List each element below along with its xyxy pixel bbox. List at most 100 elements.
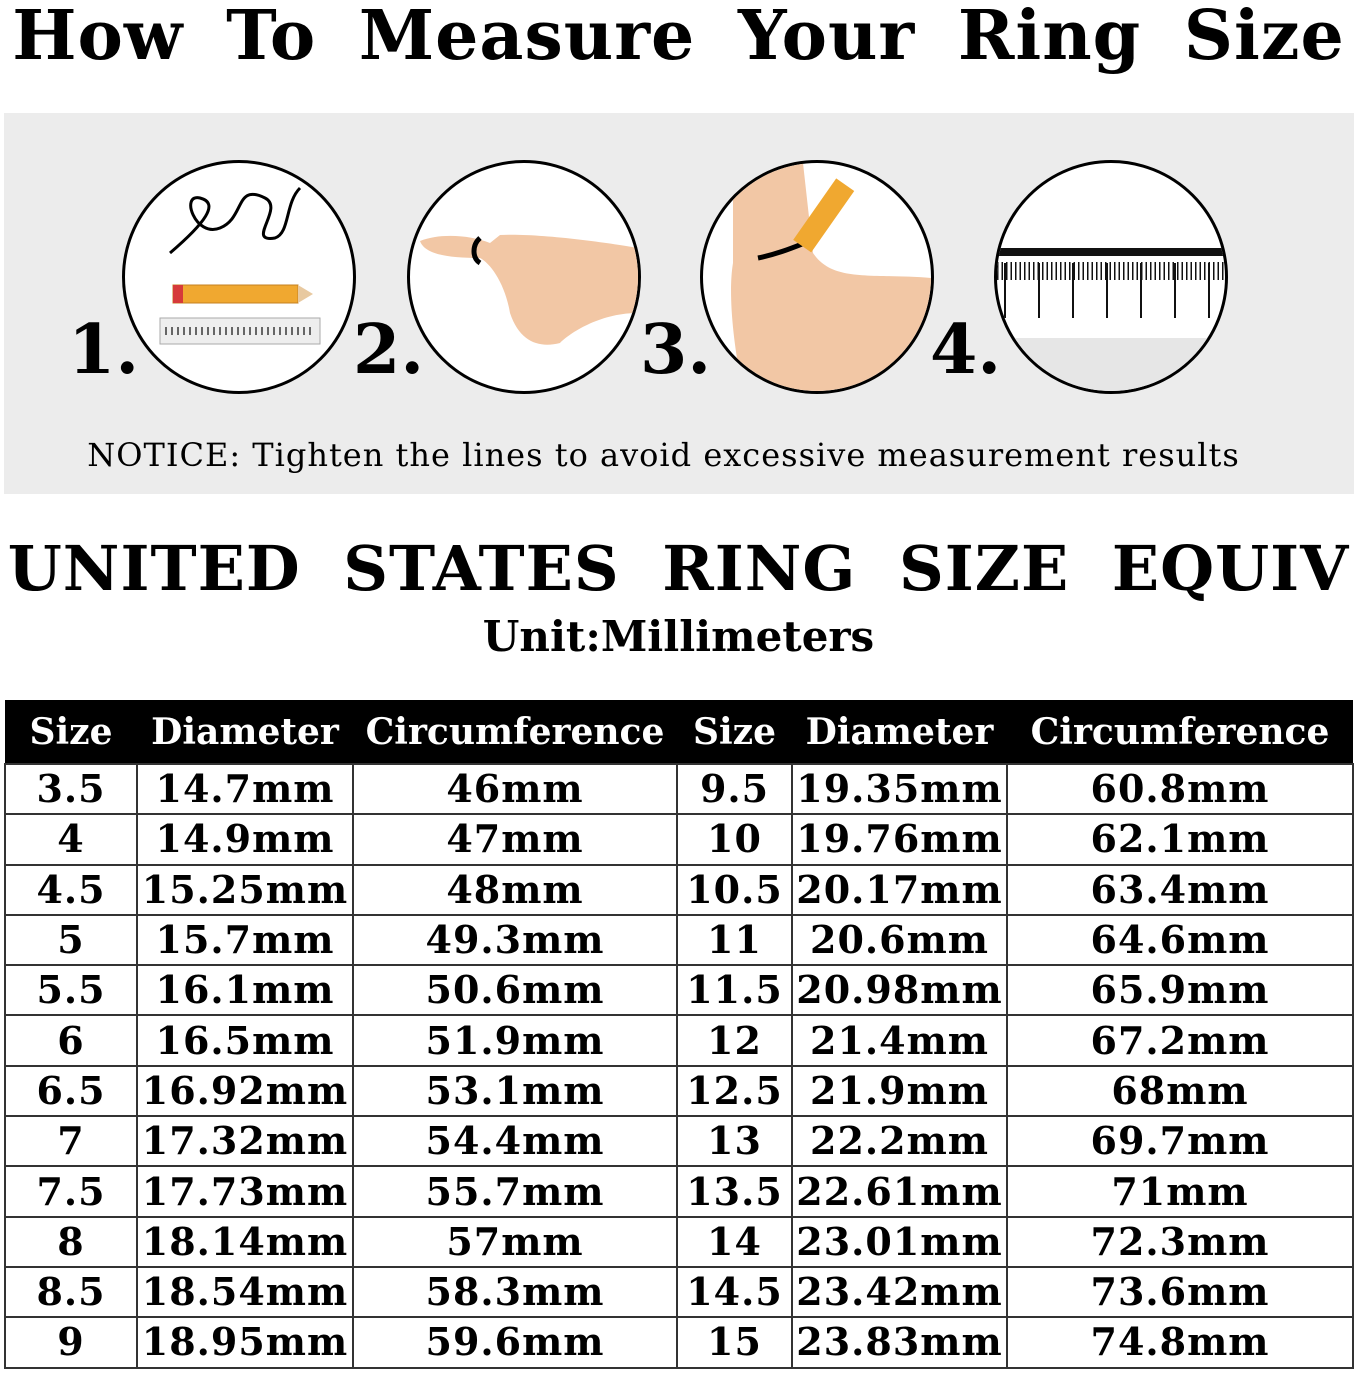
header-circumference: Circumference	[353, 700, 677, 764]
size-cell: 10.5	[676, 863, 793, 916]
circumference-cell: 65.9mm	[1006, 964, 1354, 1017]
circumference-cell: 60.8mm	[1006, 762, 1354, 816]
table-row: 7.5 17.73mm 55.7mm 13.5 22.61mm 71mm	[4, 1165, 1354, 1218]
header-diameter: Diameter	[137, 700, 353, 764]
header-size: Size	[5, 700, 137, 764]
circumference-cell: 51.9mm	[352, 1014, 678, 1067]
circumference-cell: 73.6mm	[1006, 1265, 1354, 1319]
page-title: How To Measure Your Ring Size	[12, 0, 1345, 76]
table-row: 3.5 14.7mm 46mm 9.5 19.35mm 60.8mm	[4, 762, 1354, 816]
table-row: 9 18.95mm 59.6mm 15 23.83mm 74.8mm	[4, 1316, 1354, 1369]
size-cell: 6.5	[4, 1064, 138, 1118]
diameter-cell: 17.32mm	[136, 1115, 354, 1168]
diameter-cell: 16.92mm	[136, 1064, 354, 1118]
diameter-cell: 23.42mm	[791, 1265, 1008, 1319]
measure-ruler-icon	[994, 160, 1228, 394]
unit-label: Unit:Millimeters	[482, 612, 875, 661]
diameter-cell: 22.61mm	[791, 1165, 1008, 1218]
table-row: 5.5 16.1mm 50.6mm 11.5 20.98mm 65.9mm	[4, 964, 1354, 1017]
step-number-3: 3.	[640, 310, 711, 390]
diameter-cell: 19.35mm	[791, 762, 1008, 816]
step-number-1: 1.	[68, 310, 139, 390]
diameter-cell: 21.4mm	[791, 1014, 1008, 1067]
step-number-2: 2.	[353, 310, 424, 390]
size-cell: 15	[676, 1316, 793, 1369]
circumference-cell: 58.3mm	[352, 1265, 678, 1319]
circumference-cell: 50.6mm	[352, 964, 678, 1017]
diameter-cell: 18.14mm	[136, 1215, 354, 1268]
table-row: 4 14.9mm 47mm 10 19.76mm 62.1mm	[4, 813, 1354, 866]
mark-string-pencil-icon	[700, 160, 934, 394]
table-row: 6 16.5mm 51.9mm 12 21.4mm 67.2mm	[4, 1014, 1354, 1067]
circumference-cell: 46mm	[352, 762, 678, 816]
diameter-cell: 14.9mm	[136, 813, 354, 866]
diameter-cell: 18.95mm	[136, 1316, 354, 1369]
circumference-cell: 53.1mm	[352, 1064, 678, 1118]
diameter-cell: 19.76mm	[791, 813, 1008, 866]
size-cell: 3.5	[4, 762, 138, 816]
size-cell: 5.5	[4, 964, 138, 1017]
circumference-cell: 59.6mm	[352, 1316, 678, 1369]
circumference-cell: 57mm	[352, 1215, 678, 1268]
size-cell: 14.5	[676, 1265, 793, 1319]
table-row: 4.5 15.25mm 48mm 10.5 20.17mm 63.4mm	[4, 863, 1354, 916]
table-row: 8.5 18.54mm 58.3mm 14.5 23.42mm 73.6mm	[4, 1265, 1354, 1319]
circumference-cell: 72.3mm	[1006, 1215, 1354, 1268]
ring-size-table: Size Diameter Circumference Size Diamete…	[4, 700, 1354, 1369]
circumference-cell: 68mm	[1006, 1064, 1354, 1118]
circumference-cell: 49.3mm	[352, 913, 678, 967]
table-header-row: Size Diameter Circumference Size Diamete…	[5, 700, 1353, 764]
string-around-finger-icon	[407, 160, 641, 394]
table-row: 5 15.7mm 49.3mm 11 20.6mm 64.6mm	[4, 913, 1354, 967]
size-cell: 9.5	[676, 762, 793, 816]
diameter-cell: 21.9mm	[791, 1064, 1008, 1118]
size-cell: 13.5	[676, 1165, 793, 1218]
size-cell: 10	[676, 813, 793, 866]
header-size: Size	[677, 700, 792, 764]
size-cell: 13	[676, 1115, 793, 1168]
size-cell: 4.5	[4, 863, 138, 916]
diameter-cell: 15.25mm	[136, 863, 354, 916]
diameter-cell: 15.7mm	[136, 913, 354, 967]
size-cell: 9	[4, 1316, 138, 1369]
diameter-cell: 16.1mm	[136, 964, 354, 1017]
circumference-cell: 54.4mm	[352, 1115, 678, 1168]
size-cell: 11	[676, 913, 793, 967]
circumference-cell: 74.8mm	[1006, 1316, 1354, 1369]
header-circumference: Circumference	[1007, 700, 1353, 764]
notice-text: NOTICE: Tighten the lines to avoid exces…	[87, 436, 1240, 474]
section-heading: UNITED STATES RING SIZE EQUIV	[7, 532, 1350, 605]
size-cell: 8.5	[4, 1265, 138, 1319]
circumference-cell: 71mm	[1006, 1165, 1354, 1218]
circumference-cell: 64.6mm	[1006, 913, 1354, 967]
circumference-cell: 48mm	[352, 863, 678, 916]
circumference-cell: 62.1mm	[1006, 813, 1354, 866]
size-cell: 4	[4, 813, 138, 866]
diameter-cell: 17.73mm	[136, 1165, 354, 1218]
table-row: 8 18.14mm 57mm 14 23.01mm 72.3mm	[4, 1215, 1354, 1268]
size-cell: 5	[4, 913, 138, 967]
circumference-cell: 67.2mm	[1006, 1014, 1354, 1067]
diameter-cell: 18.54mm	[136, 1265, 354, 1319]
size-cell: 7	[4, 1115, 138, 1168]
size-cell: 8	[4, 1215, 138, 1268]
string-pencil-ruler-icon	[122, 160, 356, 394]
diameter-cell: 20.17mm	[791, 863, 1008, 916]
size-cell: 12.5	[676, 1064, 793, 1118]
circumference-cell: 47mm	[352, 813, 678, 866]
circumference-cell: 69.7mm	[1006, 1115, 1354, 1168]
size-cell: 11.5	[676, 964, 793, 1017]
size-cell: 12	[676, 1014, 793, 1067]
size-cell: 14	[676, 1215, 793, 1268]
diameter-cell: 22.2mm	[791, 1115, 1008, 1168]
step-number-4: 4.	[930, 310, 1001, 390]
diameter-cell: 20.98mm	[791, 964, 1008, 1017]
header-diameter: Diameter	[792, 700, 1007, 764]
circumference-cell: 55.7mm	[352, 1165, 678, 1218]
table-row: 7 17.32mm 54.4mm 13 22.2mm 69.7mm	[4, 1115, 1354, 1168]
diameter-cell: 20.6mm	[791, 913, 1008, 967]
diameter-cell: 14.7mm	[136, 762, 354, 816]
circumference-cell: 63.4mm	[1006, 863, 1354, 916]
size-cell: 6	[4, 1014, 138, 1067]
table-row: 6.5 16.92mm 53.1mm 12.5 21.9mm 68mm	[4, 1064, 1354, 1118]
